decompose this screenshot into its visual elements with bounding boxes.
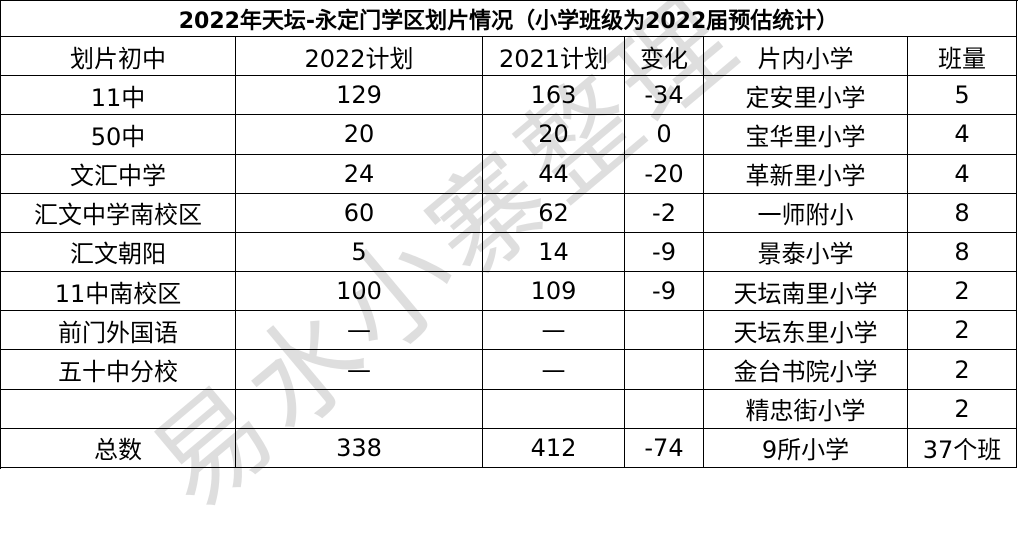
row-cell: 4 (908, 154, 1017, 194)
row-cell: 2 (908, 389, 1017, 429)
row-cell (625, 350, 704, 390)
row-cell: 100 (236, 272, 483, 312)
row-cell: -2 (625, 193, 704, 233)
row-cell: 0 (625, 115, 704, 155)
row-cell: 汇文中学南校区 (1, 193, 236, 233)
header-cell: 变化 (625, 37, 704, 77)
row-cell: 14 (483, 232, 625, 273)
row-cell (625, 389, 704, 429)
row-cell: 定安里小学 (704, 76, 908, 116)
row-cell: -34 (625, 76, 704, 116)
row-cell: 4 (908, 115, 1017, 155)
row-cell: 129 (236, 76, 483, 116)
row-cell: 11中 (1, 76, 236, 116)
row-cell: 20 (483, 115, 625, 155)
row-cell (625, 311, 704, 351)
row-cell: 文汇中学 (1, 154, 236, 194)
row-cell: 天坛东里小学 (704, 311, 908, 351)
row-cell (1, 389, 236, 429)
row-cell: — (483, 350, 625, 390)
row-cell: — (483, 311, 625, 351)
row-cell: 前门外国语 (1, 311, 236, 351)
row-cell: 汇文朝阳 (1, 232, 236, 273)
header-cell: 2021计划 (483, 37, 625, 77)
row-cell: -9 (625, 232, 704, 273)
row-cell: 8 (908, 232, 1017, 273)
table-border (0, 0, 1018, 469)
header-cell: 片内小学 (704, 37, 908, 77)
row-cell: 11中南校区 (1, 272, 236, 312)
total-cell: -74 (625, 428, 704, 468)
row-cell: 宝华里小学 (704, 115, 908, 155)
row-cell: 109 (483, 272, 625, 312)
total-cell: 9所小学 (704, 428, 908, 468)
row-cell: 62 (483, 193, 625, 233)
row-cell: 5 (908, 76, 1017, 116)
row-cell: 精忠街小学 (704, 389, 908, 429)
row-cell: 五十中分校 (1, 350, 236, 390)
row-cell: 5 (236, 232, 483, 273)
row-cell: 2 (908, 311, 1017, 351)
header-cell: 班量 (908, 37, 1017, 77)
row-cell: 金台书院小学 (704, 350, 908, 390)
header-cell: 2022计划 (236, 37, 483, 77)
row-cell: 2 (908, 350, 1017, 390)
row-cell: 163 (483, 76, 625, 116)
row-cell: 一师附小 (704, 193, 908, 233)
row-cell (236, 389, 483, 429)
row-cell (483, 389, 625, 429)
header-cell: 划片初中 (1, 37, 236, 77)
row-cell: — (236, 311, 483, 351)
row-cell: 44 (483, 154, 625, 194)
row-cell: -9 (625, 272, 704, 312)
row-cell: — (236, 350, 483, 390)
row-cell: 景泰小学 (704, 232, 908, 273)
row-cell: 天坛南里小学 (704, 272, 908, 312)
row-cell: 20 (236, 115, 483, 155)
row-cell: 2 (908, 272, 1017, 312)
total-cell: 37个班 (908, 428, 1017, 468)
total-cell: 338 (236, 428, 483, 468)
row-cell: 24 (236, 154, 483, 194)
total-cell: 总数 (1, 428, 236, 468)
total-cell: 412 (483, 428, 625, 468)
row-cell: -20 (625, 154, 704, 194)
row-cell: 50中 (1, 115, 236, 155)
row-cell: 革新里小学 (704, 154, 908, 194)
row-cell: 8 (908, 193, 1017, 233)
row-cell: 60 (236, 193, 483, 233)
table-title: 2022年天坛-永定门学区划片情况（小学班级为2022届预估统计） (1, 1, 1017, 37)
